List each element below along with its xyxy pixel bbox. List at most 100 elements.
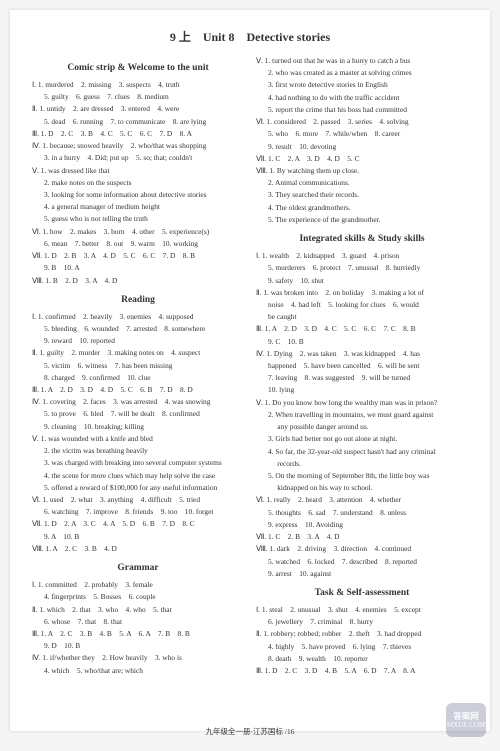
answer-line: Ⅰ. 1. committed 2. probably 3. female <box>32 579 244 591</box>
answer-line: Ⅷ. 1. dark 2. driving 3. direction 4. co… <box>256 543 468 555</box>
answer-line: Ⅷ. 1. By watching them up close. <box>256 165 468 177</box>
answer-line: Ⅵ. 1. used 2. what 3. anything 4. diffic… <box>32 494 244 506</box>
answer-line: 3. They searched their records. <box>256 189 468 201</box>
answer-line: 2. make notes on the suspects <box>32 177 244 189</box>
answer-line: Ⅴ. 1. was wounded with a knife and bled <box>32 433 244 445</box>
answer-line: 5. murderers 6. protect 7. unusual 8. hu… <box>256 262 468 274</box>
answer-line: Ⅷ. 1. A 2. C 3. B 4. D <box>32 543 244 555</box>
answer-line: 4. which 5. who/that are; which <box>32 665 244 677</box>
answer-line: 9. C 10. B <box>256 336 468 348</box>
section-title: Comic strip & Welcome to the unit <box>32 63 244 73</box>
answer-line: 3. was charged with breaking into severa… <box>32 457 244 469</box>
section-title: Grammar <box>32 563 244 573</box>
answer-line: 6. watching 7. improve 8. friends 9. too… <box>32 506 244 518</box>
page: 9 上 Unit 8 Detective stories Comic strip… <box>10 10 490 731</box>
answer-line: 4. a general manager of medium height <box>32 201 244 213</box>
answer-line: 5. to prove 6. bled 7. will be dealt 8. … <box>32 408 244 420</box>
answer-line: 5. watched 6. locked 7. described 8. rep… <box>256 556 468 568</box>
answer-line: 6. whose 7. that 8. that <box>32 616 244 628</box>
answer-line: noise 4. had left 5. looking for clues 6… <box>256 299 468 311</box>
answer-line: 4. fingerprints 5. Bosses 6. couple <box>32 591 244 603</box>
answer-line: Ⅵ. 1. really 2. heard 3. attention 4. wh… <box>256 494 468 506</box>
answer-line: Ⅶ. 1. D 2. A 3. C 4. A 5. D 6. B 7. D 8.… <box>32 518 244 530</box>
answer-line: Ⅷ. 1. B 2. D 3. A 4. D <box>32 275 244 287</box>
answer-line: 3. Girls had better not go out alone at … <box>256 433 468 445</box>
answer-line: Ⅶ. 1. C 2. B 3. A 4. D <box>256 531 468 543</box>
answer-line: kidnapped on his way to school. <box>256 482 468 494</box>
answer-line: happened 5. have been cancelled 6. will … <box>256 360 468 372</box>
answer-line: Ⅶ. 1. D 2. B 3. A 4. D 5. C 6. C 7. D 8.… <box>32 250 244 262</box>
watermark-title: 答案网 <box>453 711 479 721</box>
answer-line: Ⅱ. 1. robbery; robbed; robber 2. theft 3… <box>256 628 468 640</box>
answer-line: records. <box>256 458 468 470</box>
answer-line: 9. express 10. Avoiding <box>256 519 468 531</box>
answer-line: Ⅰ. 1. steal 2. unusual 3. shut 4. enemie… <box>256 604 468 616</box>
answer-line: 6. jewellery 7. criminal 8. hurry <box>256 616 468 628</box>
answer-line: 9. reward 10. reported <box>32 335 244 347</box>
answer-line: Ⅰ. 1. murdered 2. missing 3. suspects 4.… <box>32 79 244 91</box>
answer-line: 5. who 6. more 7. while/when 8. career <box>256 128 468 140</box>
answer-line: 5. report the crime that his boss had co… <box>256 104 468 116</box>
answer-line: Ⅰ. 1. wealth 2. kidnapped 3. guard 4. pr… <box>256 250 468 262</box>
answer-line: 9. arrest 10. against <box>256 568 468 580</box>
answer-line: 5. victim 6. witness 7. has been missing <box>32 360 244 372</box>
answer-line: 4. the scene for more clues which may he… <box>32 470 244 482</box>
answer-line: Ⅱ. 1. untidy 2. are dressed 3. entered 4… <box>32 103 244 115</box>
answer-line: Ⅲ. 1. D 2. C 3. D 4. B 5. A 6. D 7. A 8.… <box>256 665 468 677</box>
answer-line: 5. The experience of the grandmother. <box>256 214 468 226</box>
answer-line: Ⅳ. 1. Dying 2. was taken 3. was kidnappe… <box>256 348 468 360</box>
column-right: Ⅴ. 1. turned out that he was in a hurry … <box>256 55 468 677</box>
answer-line: Ⅴ. 1. turned out that he was in a hurry … <box>256 55 468 67</box>
answer-line: 5. guilty 6. guess 7. clues 8. medium <box>32 91 244 103</box>
answer-line: Ⅱ. 1. was broken into 2. on holiday 3. m… <box>256 287 468 299</box>
answer-line: Ⅴ. 1. was dressed like that <box>32 165 244 177</box>
answer-line: 4. The oldest grandmothers. <box>256 202 468 214</box>
answer-line: 6. mean 7. better 8. out 9. warm 10. wor… <box>32 238 244 250</box>
answer-line: 9. safety 10. shut <box>256 275 468 287</box>
answer-line: 2. who was created as a master at solvin… <box>256 67 468 79</box>
page-footer: 九年级全一册·江苏国标 /16 <box>0 726 500 737</box>
section-title: Integrated skills & Study skills <box>256 234 468 244</box>
answer-line: Ⅴ. 1. Do you know how long the wealthy m… <box>256 397 468 409</box>
section-title: Reading <box>32 295 244 305</box>
section-title: Task & Self-assessment <box>256 588 468 598</box>
answer-line: Ⅶ. 1. C 2. A 3. D 4. D 5. C <box>256 153 468 165</box>
answer-line: 4. So far, the 32-year-old suspect hasn'… <box>256 446 468 458</box>
watermark-url: MXUE.COM <box>447 721 485 729</box>
answer-line: 8. charged 9. confirmed 10. clue <box>32 372 244 384</box>
answer-line: 5. offered a reward of $100,000 for any … <box>32 482 244 494</box>
answer-line: Ⅲ. 1. A 2. D 3. D 4. C 5. C 6. C 7. C 8.… <box>256 323 468 335</box>
answer-line: 8. death 9. wealth 10. reporter <box>256 653 468 665</box>
answer-line: be caught <box>256 311 468 323</box>
answer-line: Ⅲ. 1. A 2. C 3. B 4. B 5. A 6. A 7. B 8.… <box>32 628 244 640</box>
answer-line: 10. lying <box>256 384 468 396</box>
answer-line: 2. the victim was breathing heavily <box>32 445 244 457</box>
answer-line: Ⅳ. 1. covering 2. faces 3. was arrested … <box>32 396 244 408</box>
answer-line: 5. guess who is not telling the truth <box>32 213 244 225</box>
answer-line: Ⅵ. 1. considered 2. passed 3. series 4. … <box>256 116 468 128</box>
watermark: 答案网 MXUE.COM <box>446 703 486 737</box>
answer-line: Ⅱ. 1. guilty 2. murder 3. making notes o… <box>32 347 244 359</box>
answer-line: 3. looking for some information about de… <box>32 189 244 201</box>
answer-line: 4. highly 5. have proved 6. lying 7. thi… <box>256 641 468 653</box>
answer-line: Ⅵ. 1. how 2. makes 3. born 4. other 5. e… <box>32 226 244 238</box>
answer-line: 9. A 10. B <box>32 531 244 543</box>
answer-line: 5. bleeding 6. wounded 7. arrested 8. so… <box>32 323 244 335</box>
answer-line: Ⅳ. 1. because; snowed heavily 2. who/tha… <box>32 140 244 152</box>
answer-line: 3. first wrote detective stories in Engl… <box>256 79 468 91</box>
answer-line: Ⅲ. 1. D 2. C 3. B 4. C 5. C 6. C 7. D 8.… <box>32 128 244 140</box>
answer-line: 3. in a hurry 4. Did; put up 5. so; that… <box>32 152 244 164</box>
answer-line: 7. leaving 8. was suggested 9. will be t… <box>256 372 468 384</box>
answer-line: Ⅳ. 1. if/whether they 2. How heavily 3. … <box>32 652 244 664</box>
unit-title: 9 上 Unit 8 Detective stories <box>32 28 468 45</box>
columns: Comic strip & Welcome to the unit Ⅰ. 1. m… <box>32 55 468 677</box>
answer-line: 9. cleaning 10. breaking; killing <box>32 421 244 433</box>
column-left: Comic strip & Welcome to the unit Ⅰ. 1. m… <box>32 55 244 677</box>
answer-line: 2. Animal communications. <box>256 177 468 189</box>
answer-line: 2. When travelling in mountains, we must… <box>256 409 468 421</box>
answer-line: 5. dead 6. running 7. to communicate 8. … <box>32 116 244 128</box>
answer-line: 5. On the morning of September 8th, the … <box>256 470 468 482</box>
answer-line: Ⅰ. 1. confirmed 2. heavily 3. enemies 4.… <box>32 311 244 323</box>
answer-line: 9. result 10. devoting <box>256 141 468 153</box>
answer-line: 9. B 10. A <box>32 262 244 274</box>
